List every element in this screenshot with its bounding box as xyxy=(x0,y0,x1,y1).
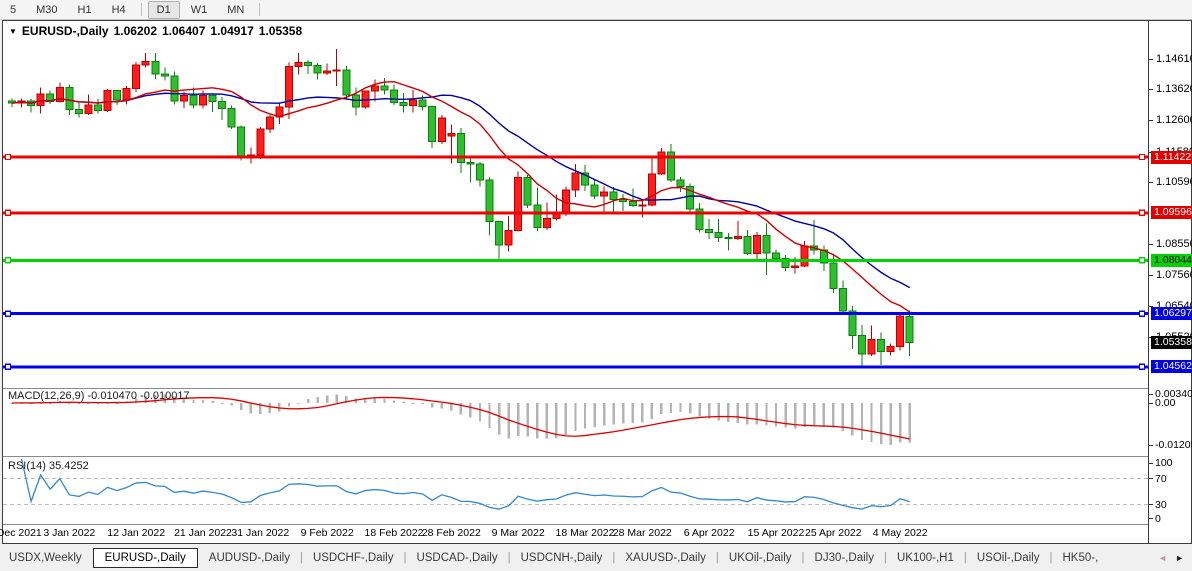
tab-separator: | xyxy=(883,552,887,564)
tab-separator: | xyxy=(963,552,967,564)
toolbar-separator xyxy=(259,3,261,16)
toolbar-separator xyxy=(140,3,142,16)
timeframe-button-h4[interactable]: H4 xyxy=(111,3,126,16)
timeframe-button-m30[interactable]: M30 xyxy=(36,3,58,16)
symbol-tab-bar: USDX,Weekly EURUSD-,Daily AUDUSD-,Daily | US… xyxy=(0,545,1192,571)
chart-canvas[interactable] xyxy=(0,0,1192,545)
timeframe-toolbar: 5 M30 H1 H4 D1 W1 MN xyxy=(0,0,1192,20)
timeframe-button-d1[interactable]: D1 xyxy=(147,0,180,19)
symbol-tab-ukoil-daily[interactable]: UKOil-,Daily xyxy=(728,552,792,564)
tab-scroll-left-icon[interactable]: ◄ xyxy=(1158,553,1168,563)
tab-scroll-controls: ◄ ► xyxy=(1154,553,1192,563)
tab-separator: | xyxy=(403,552,407,564)
tab-separator: | xyxy=(1049,552,1053,564)
timeframe-button-h1[interactable]: H1 xyxy=(77,3,92,16)
symbol-tab-xauusd-daily[interactable]: XAUUSD-,Daily xyxy=(625,552,706,564)
tab-separator: | xyxy=(801,552,805,564)
symbol-tab-usoil-daily[interactable]: USOil-,Daily xyxy=(976,552,1040,564)
tab-separator: | xyxy=(715,552,719,564)
symbol-tab-dj30-daily[interactable]: DJ30-,Daily xyxy=(814,552,874,564)
timeframe-button-mn[interactable]: MN xyxy=(227,3,245,16)
symbol-tab-hk50[interactable]: HK50-, xyxy=(1062,552,1099,564)
symbol-tab-usdx-weekly[interactable]: USDX,Weekly xyxy=(9,552,82,564)
tab-scroll-right-icon[interactable]: ► xyxy=(1175,553,1184,563)
tab-separator: | xyxy=(507,552,511,564)
symbol-tab-eurusd-daily[interactable]: EURUSD-,Daily xyxy=(92,548,198,568)
tab-separator: | xyxy=(612,552,616,564)
tab-separator: | xyxy=(299,552,303,564)
symbol-tab-usdcnh-daily[interactable]: USDCNH-,Daily xyxy=(520,552,603,564)
symbol-tab-usdcad-daily[interactable]: USDCAD-,Daily xyxy=(416,552,498,564)
symbol-tab-uk100-h1[interactable]: UK100-,H1 xyxy=(896,552,954,564)
timeframe-button-w1[interactable]: W1 xyxy=(190,3,208,16)
symbol-tab-audusd-daily[interactable]: AUDUSD-,Daily xyxy=(208,552,290,564)
timeframe-button-5[interactable]: 5 xyxy=(10,3,17,16)
symbol-tab-usdchf-daily[interactable]: USDCHF-,Daily xyxy=(312,552,394,564)
